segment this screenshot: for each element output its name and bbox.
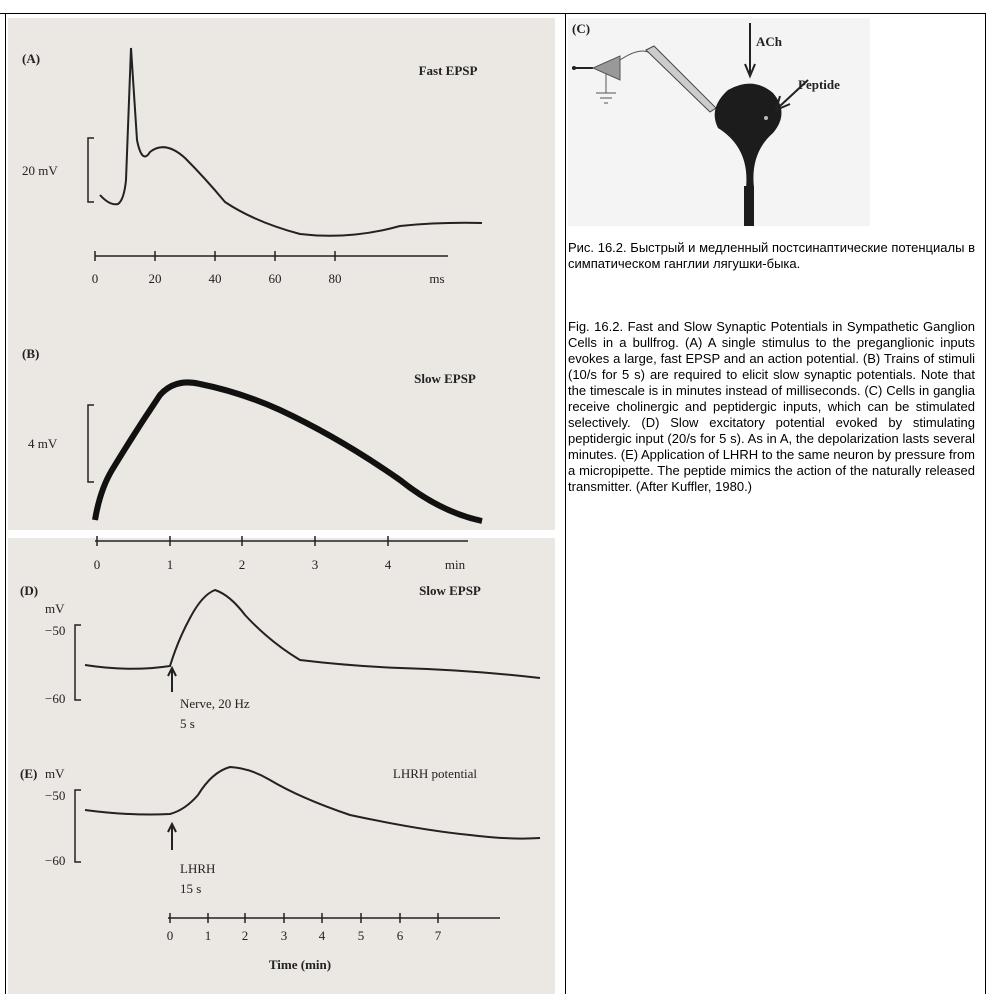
tick-label: min bbox=[445, 557, 466, 572]
scale-bar bbox=[74, 624, 81, 701]
tick-label: ms bbox=[429, 271, 444, 286]
trace bbox=[92, 379, 483, 524]
spot bbox=[764, 116, 768, 120]
input-label: ACh bbox=[756, 34, 783, 49]
panel-label: (B) bbox=[22, 346, 39, 361]
scale-label: 4 mV bbox=[28, 436, 58, 451]
arrow bbox=[167, 821, 177, 850]
panel-title: Slow EPSP bbox=[414, 371, 476, 386]
tick-label: 1 bbox=[205, 928, 212, 943]
level-label: −60 bbox=[45, 691, 65, 706]
panel-title: Fast EPSP bbox=[419, 63, 478, 78]
scale-label: 20 mV bbox=[22, 163, 58, 178]
tick-label: 0 bbox=[92, 271, 99, 286]
trace bbox=[84, 765, 541, 840]
trace bbox=[84, 588, 541, 679]
unit-label: mV bbox=[45, 766, 65, 781]
unit-label: mV bbox=[45, 601, 65, 616]
neuron bbox=[714, 83, 782, 188]
scale-bar bbox=[87, 137, 94, 203]
scale-bar bbox=[87, 404, 94, 483]
tick-label: 1 bbox=[167, 557, 174, 572]
tick-label: 60 bbox=[269, 271, 282, 286]
caption-english: Fig. 16.2. Fast and Slow Synaptic Potent… bbox=[568, 319, 975, 494]
tick-label: 7 bbox=[435, 928, 442, 943]
tick-label: 0 bbox=[167, 928, 174, 943]
border bbox=[5, 13, 6, 994]
border bbox=[985, 13, 986, 994]
tick-label: 20 bbox=[149, 271, 162, 286]
arrow bbox=[774, 79, 809, 112]
stimulus-label: 15 s bbox=[180, 881, 201, 896]
level-label: −60 bbox=[45, 853, 65, 868]
scale-bar bbox=[74, 789, 81, 863]
input-label: Peptide bbox=[798, 77, 840, 92]
axon bbox=[744, 186, 754, 226]
panel-label: (C) bbox=[572, 21, 590, 36]
wire bbox=[619, 50, 649, 61]
terminal bbox=[572, 66, 576, 70]
tick-label: 6 bbox=[397, 928, 404, 943]
tick-label: 80 bbox=[329, 271, 342, 286]
panel-label: (A) bbox=[22, 51, 40, 66]
level-label: −50 bbox=[45, 623, 65, 638]
tick-label: 4 bbox=[385, 557, 392, 572]
stimulus-label: 5 s bbox=[180, 716, 195, 731]
tick-label: 5 bbox=[358, 928, 365, 943]
border bbox=[565, 13, 566, 994]
border bbox=[0, 13, 986, 14]
axis-label: Time (min) bbox=[269, 957, 331, 972]
panel-label: (D) bbox=[20, 583, 38, 598]
scan-background bbox=[8, 18, 555, 530]
panel-label: (E) bbox=[20, 766, 37, 781]
stimulus-label: LHRH bbox=[180, 861, 215, 876]
trace bbox=[99, 47, 483, 237]
stimulus-label: Nerve, 20 Hz bbox=[180, 696, 250, 711]
arrow bbox=[744, 23, 756, 79]
tick-label: 2 bbox=[239, 557, 246, 572]
panel-title: LHRH potential bbox=[393, 766, 478, 781]
level-label: −50 bbox=[45, 788, 65, 803]
caption-russian: Рис. 16.2. Быстрый и медленный постсинап… bbox=[568, 240, 975, 271]
figure-right: (C) ACh Peptide bbox=[568, 18, 870, 226]
tick-label: 4 bbox=[319, 928, 326, 943]
panel-title: Slow EPSP bbox=[419, 583, 481, 598]
arrow bbox=[167, 665, 177, 692]
ground bbox=[596, 74, 616, 104]
tick-label: 40 bbox=[209, 271, 222, 286]
tick-label: 2 bbox=[242, 928, 249, 943]
tick-label: 3 bbox=[312, 557, 319, 572]
tick-label: 0 bbox=[94, 557, 101, 572]
tick-label: 3 bbox=[281, 928, 288, 943]
figure-left: (A) Fast EPSP 20 mV (B) Slow EPSP 4 mV (… bbox=[8, 18, 555, 994]
